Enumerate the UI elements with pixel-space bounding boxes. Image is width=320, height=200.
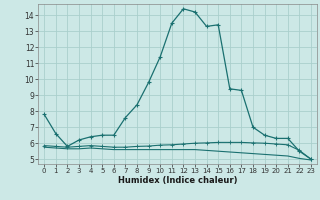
X-axis label: Humidex (Indice chaleur): Humidex (Indice chaleur) — [118, 176, 237, 185]
